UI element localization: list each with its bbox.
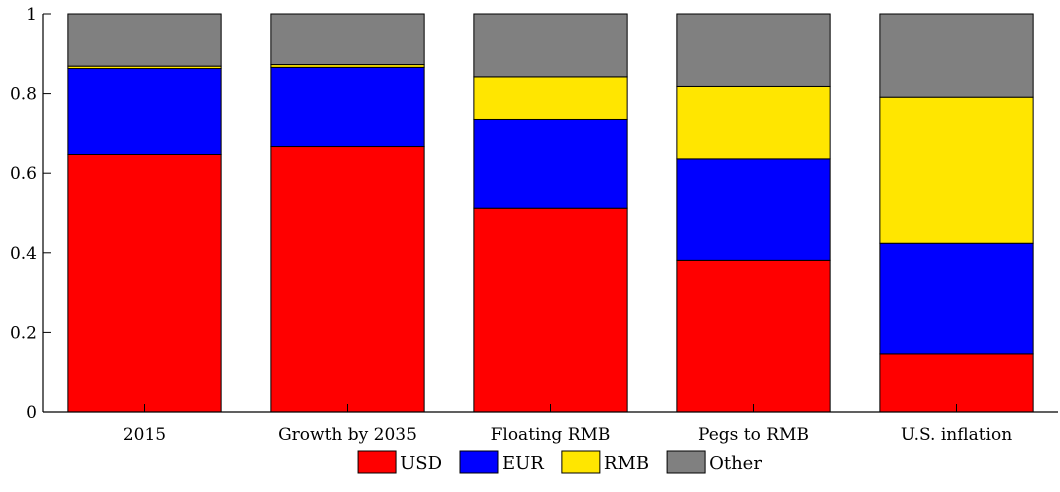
x-tick-label-growth-by-2035: Growth by 2035 bbox=[278, 425, 417, 445]
y-tick-label: 0.2 bbox=[10, 323, 37, 343]
bar-other-u-s-inflation bbox=[879, 13, 1034, 98]
legend-swatch-other bbox=[666, 450, 706, 474]
y-axis-ticks: 0 0.2 0.4 0.6 0.8 1 bbox=[10, 5, 51, 423]
y-tick-label: 0.8 bbox=[10, 85, 37, 105]
legend-item-eur: EUR bbox=[459, 450, 544, 474]
bar-usd-floating-rmb bbox=[473, 207, 628, 413]
bar-stack-floating-rmb bbox=[473, 13, 628, 413]
bar-stack-2015 bbox=[67, 13, 222, 413]
bar-stack-growth-by-2035 bbox=[270, 13, 425, 413]
y-tick-label: 0.4 bbox=[10, 244, 37, 264]
bar-stack-u-s-inflation bbox=[879, 13, 1034, 413]
bar-usd-u-s-inflation bbox=[879, 353, 1034, 413]
bar-rmb-pegs-to-rmb bbox=[676, 85, 831, 160]
bar-rmb-u-s-inflation bbox=[879, 96, 1034, 244]
bars-layer bbox=[67, 13, 1034, 413]
bar-stack-pegs-to-rmb bbox=[676, 13, 831, 413]
x-tick-label-floating-rmb: Floating RMB bbox=[491, 425, 611, 445]
y-tick-label: 0 bbox=[26, 403, 37, 423]
legend-label-other: Other bbox=[709, 453, 762, 474]
bar-usd-growth-by-2035 bbox=[270, 146, 425, 413]
bar-eur-growth-by-2035 bbox=[270, 66, 425, 148]
bar-eur-pegs-to-rmb bbox=[676, 158, 831, 261]
legend-label-rmb: RMB bbox=[604, 453, 649, 474]
bar-eur-floating-rmb bbox=[473, 118, 628, 209]
x-tick-label-2015: 2015 bbox=[123, 425, 166, 445]
y-tick-label: 1 bbox=[26, 5, 37, 25]
bar-other-growth-by-2035 bbox=[270, 13, 425, 66]
legend: USD EUR RMB Other bbox=[357, 450, 762, 474]
legend-item-other: Other bbox=[666, 450, 762, 474]
legend-swatch-eur bbox=[459, 450, 499, 474]
legend-item-rmb: RMB bbox=[561, 450, 649, 474]
bar-other-2015 bbox=[67, 13, 222, 67]
legend-item-usd: USD bbox=[357, 450, 442, 474]
x-tick-label-u-s-inflation: U.S. inflation bbox=[901, 425, 1012, 445]
bar-other-pegs-to-rmb bbox=[676, 13, 831, 87]
x-axis-ticks: 2015 Growth by 2035 Floating RMB Pegs to RM… bbox=[123, 404, 1012, 445]
bar-usd-2015 bbox=[67, 153, 222, 413]
legend-swatch-rmb bbox=[561, 450, 601, 474]
bar-rmb-floating-rmb bbox=[473, 76, 628, 120]
bar-usd-pegs-to-rmb bbox=[676, 259, 831, 413]
bar-eur-2015 bbox=[67, 68, 222, 155]
bar-eur-u-s-inflation bbox=[879, 242, 1034, 355]
bar-other-floating-rmb bbox=[473, 13, 628, 78]
legend-label-eur: EUR bbox=[502, 453, 544, 474]
x-tick-label-pegs-to-rmb: Pegs to RMB bbox=[698, 425, 809, 445]
legend-label-usd: USD bbox=[400, 453, 442, 474]
y-tick-label: 0.6 bbox=[10, 164, 37, 184]
legend-swatch-usd bbox=[357, 450, 397, 474]
